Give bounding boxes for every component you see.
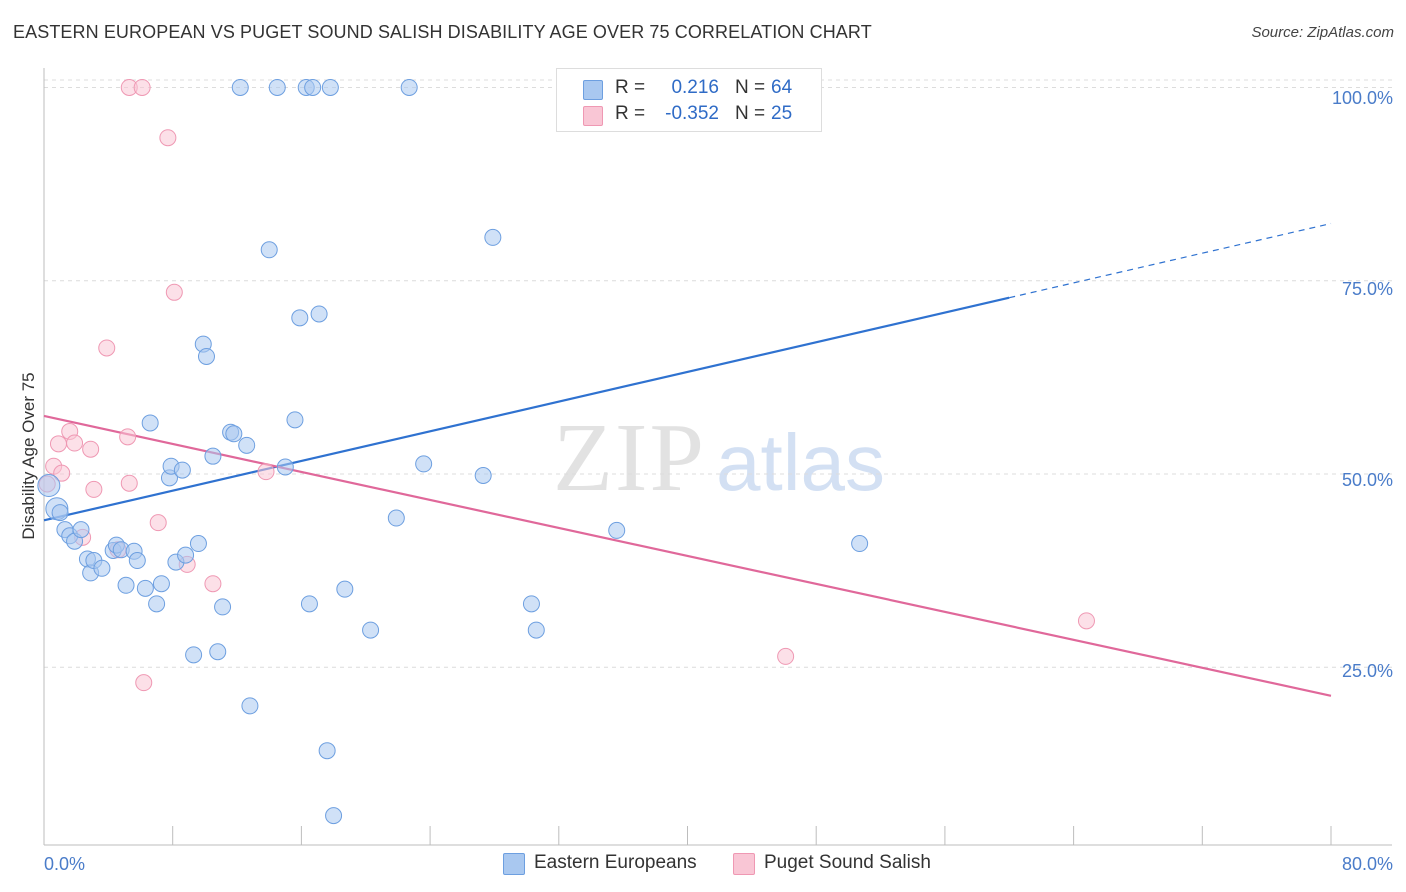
point-eastern-europeans — [238, 436, 256, 454]
legend-swatch-pink — [733, 853, 755, 875]
y-tick-label: 50.0% — [1342, 470, 1393, 490]
point-eastern-europeans — [185, 646, 203, 664]
trend-line-eastern-europeans-extrapolated — [1009, 222, 1332, 299]
x-tick-label: 80.0% — [1342, 854, 1393, 874]
point-puget-sound-salish — [53, 464, 71, 482]
point-eastern-europeans — [415, 455, 433, 473]
point-eastern-europeans — [527, 621, 545, 639]
point-eastern-europeans — [310, 305, 328, 323]
legend-swatch-blue — [583, 80, 603, 100]
point-eastern-europeans — [318, 742, 336, 760]
point-eastern-europeans — [51, 504, 69, 522]
point-eastern-europeans — [128, 552, 146, 570]
point-eastern-europeans — [268, 78, 286, 96]
source-label: Source: ZipAtlas.com — [1251, 24, 1394, 41]
point-eastern-europeans — [152, 575, 170, 593]
point-puget-sound-salish — [777, 647, 795, 665]
point-eastern-europeans — [241, 697, 259, 715]
legend-swatch-blue — [503, 853, 525, 875]
point-puget-sound-salish — [120, 474, 138, 492]
tick-labels: 25.0% 50.0% 75.0% 100.0% 0.0% 80.0% — [44, 88, 1393, 874]
point-puget-sound-salish — [85, 480, 103, 498]
watermark: ZIP atlas — [553, 404, 885, 512]
point-eastern-europeans — [225, 425, 243, 443]
point-eastern-europeans — [231, 78, 249, 96]
point-puget-sound-salish — [149, 514, 167, 532]
point-eastern-europeans — [141, 414, 159, 432]
point-eastern-europeans — [93, 559, 111, 577]
point-eastern-europeans — [136, 579, 154, 597]
point-eastern-europeans — [484, 228, 502, 246]
point-eastern-europeans — [362, 621, 380, 639]
y-tick-label: 75.0% — [1342, 279, 1393, 299]
point-eastern-europeans — [197, 347, 215, 365]
point-eastern-europeans — [276, 458, 294, 476]
point-eastern-europeans — [300, 595, 318, 613]
point-eastern-europeans — [325, 807, 343, 825]
point-eastern-europeans — [387, 509, 405, 527]
correlation-legend: R = 0.216 N = 64 R = -0.352 N = 25 — [556, 68, 822, 132]
point-eastern-europeans — [189, 535, 207, 553]
legend-row-eastern-europeans: R = 0.216 N = 64 — [557, 77, 821, 101]
point-puget-sound-salish — [135, 674, 153, 692]
point-puget-sound-salish — [204, 575, 222, 593]
point-puget-sound-salish — [98, 339, 116, 357]
legend-r-label: R = — [615, 103, 646, 124]
watermark-zip: ZIP — [553, 404, 706, 512]
point-eastern-europeans — [291, 309, 309, 327]
point-eastern-europeans — [608, 521, 626, 539]
point-eastern-europeans — [522, 595, 540, 613]
legend-n-label: N = — [735, 77, 766, 98]
point-eastern-europeans — [209, 643, 227, 661]
chart-title: EASTERN EUROPEAN VS PUGET SOUND SALISH D… — [13, 22, 872, 42]
legend-n-label: N = — [735, 103, 766, 124]
point-eastern-europeans — [474, 467, 492, 485]
point-eastern-europeans — [260, 241, 278, 259]
y-tick-label: 100.0% — [1332, 88, 1393, 108]
legend-r-value: -0.352 — [665, 103, 719, 124]
legend-n-value: 25 — [771, 103, 793, 124]
point-puget-sound-salish — [49, 435, 67, 453]
y-axis-label: Disability Age Over 75 — [19, 372, 38, 539]
point-eastern-europeans — [72, 521, 90, 539]
point-puget-sound-salish — [1077, 612, 1095, 630]
legend-label: Puget Sound Salish — [764, 852, 931, 873]
point-eastern-europeans — [37, 474, 61, 498]
point-puget-sound-salish — [257, 463, 275, 481]
legend-r-value: 0.216 — [671, 77, 719, 98]
point-puget-sound-salish — [165, 283, 183, 301]
legend-r-label: R = — [615, 77, 646, 98]
point-eastern-europeans — [400, 78, 418, 96]
point-eastern-europeans — [177, 546, 195, 564]
grid-lines — [44, 79, 1392, 668]
point-puget-sound-salish — [159, 129, 177, 147]
point-puget-sound-salish — [119, 428, 137, 446]
y-tick-label: 25.0% — [1342, 661, 1393, 681]
legend-swatch-pink — [583, 106, 603, 126]
axes — [43, 68, 1392, 846]
point-eastern-europeans — [336, 580, 354, 598]
trend-lines — [43, 222, 1332, 697]
x-tick-label: 0.0% — [44, 854, 85, 874]
point-eastern-europeans — [321, 78, 339, 96]
trend-line-eastern-europeans — [43, 296, 1010, 522]
point-eastern-europeans — [214, 598, 232, 616]
watermark-atlas: atlas — [716, 418, 885, 507]
point-eastern-europeans — [148, 595, 166, 613]
point-eastern-europeans — [204, 447, 222, 465]
data-points — [37, 78, 1095, 825]
point-eastern-europeans — [173, 461, 191, 479]
trend-line-puget-sound-salish — [43, 414, 1332, 697]
legend-row-puget-sound-salish: R = -0.352 N = 25 — [557, 103, 821, 127]
point-eastern-europeans — [286, 411, 304, 429]
point-eastern-europeans — [851, 535, 869, 553]
point-puget-sound-salish — [133, 78, 151, 96]
legend-label: Eastern Europeans — [534, 852, 697, 873]
legend-n-value: 64 — [771, 77, 793, 98]
point-puget-sound-salish — [66, 434, 84, 452]
point-eastern-europeans — [304, 78, 322, 96]
point-eastern-europeans — [117, 576, 135, 594]
point-puget-sound-salish — [82, 440, 100, 458]
